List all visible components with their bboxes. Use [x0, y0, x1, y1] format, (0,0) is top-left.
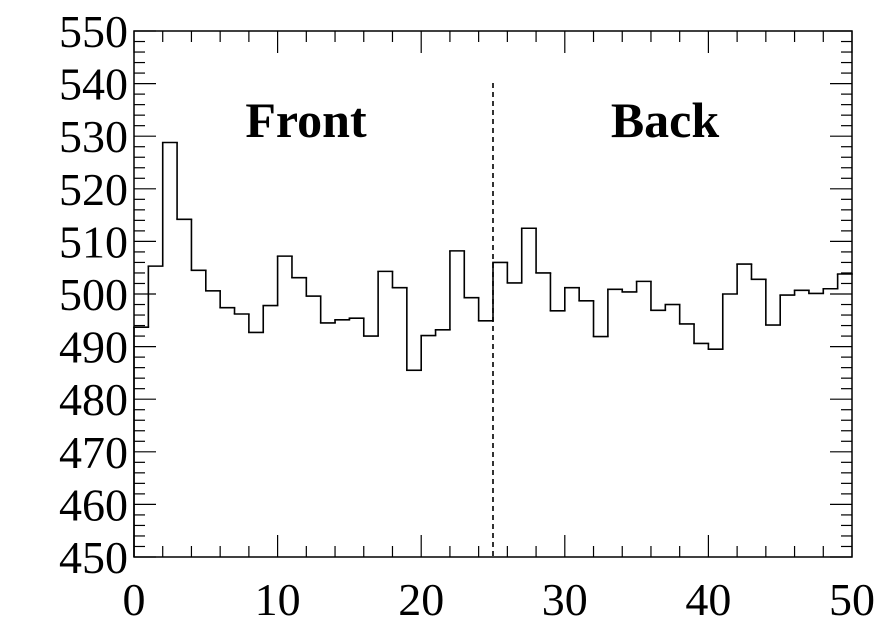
x-tick-label: 10	[255, 574, 301, 619]
y-tick-label: 500	[59, 269, 128, 320]
y-tick-label: 470	[59, 427, 128, 478]
y-tick-label: 520	[59, 164, 128, 215]
annotation-front: Front	[245, 92, 367, 148]
x-tick-label: 40	[685, 574, 731, 619]
y-tick-label: 550	[59, 6, 128, 57]
x-tick-label: 30	[542, 574, 588, 619]
y-tick-label: 490	[59, 322, 128, 373]
x-tick-label: 50	[829, 574, 875, 619]
y-tick-label: 540	[59, 59, 128, 110]
y-tick-label: 450	[59, 532, 128, 583]
x-tick-label: 20	[398, 574, 444, 619]
y-tick-label: 480	[59, 374, 128, 425]
y-tick-label: 460	[59, 479, 128, 530]
plot-area: 0 10 20 30 40 50 45046047048049050051052053054…	[59, 6, 875, 619]
x-tick-label: 0	[123, 574, 146, 619]
y-tick-label: 510	[59, 216, 128, 267]
y-tick-label: 530	[59, 111, 128, 162]
annotation-back: Back	[611, 92, 720, 148]
